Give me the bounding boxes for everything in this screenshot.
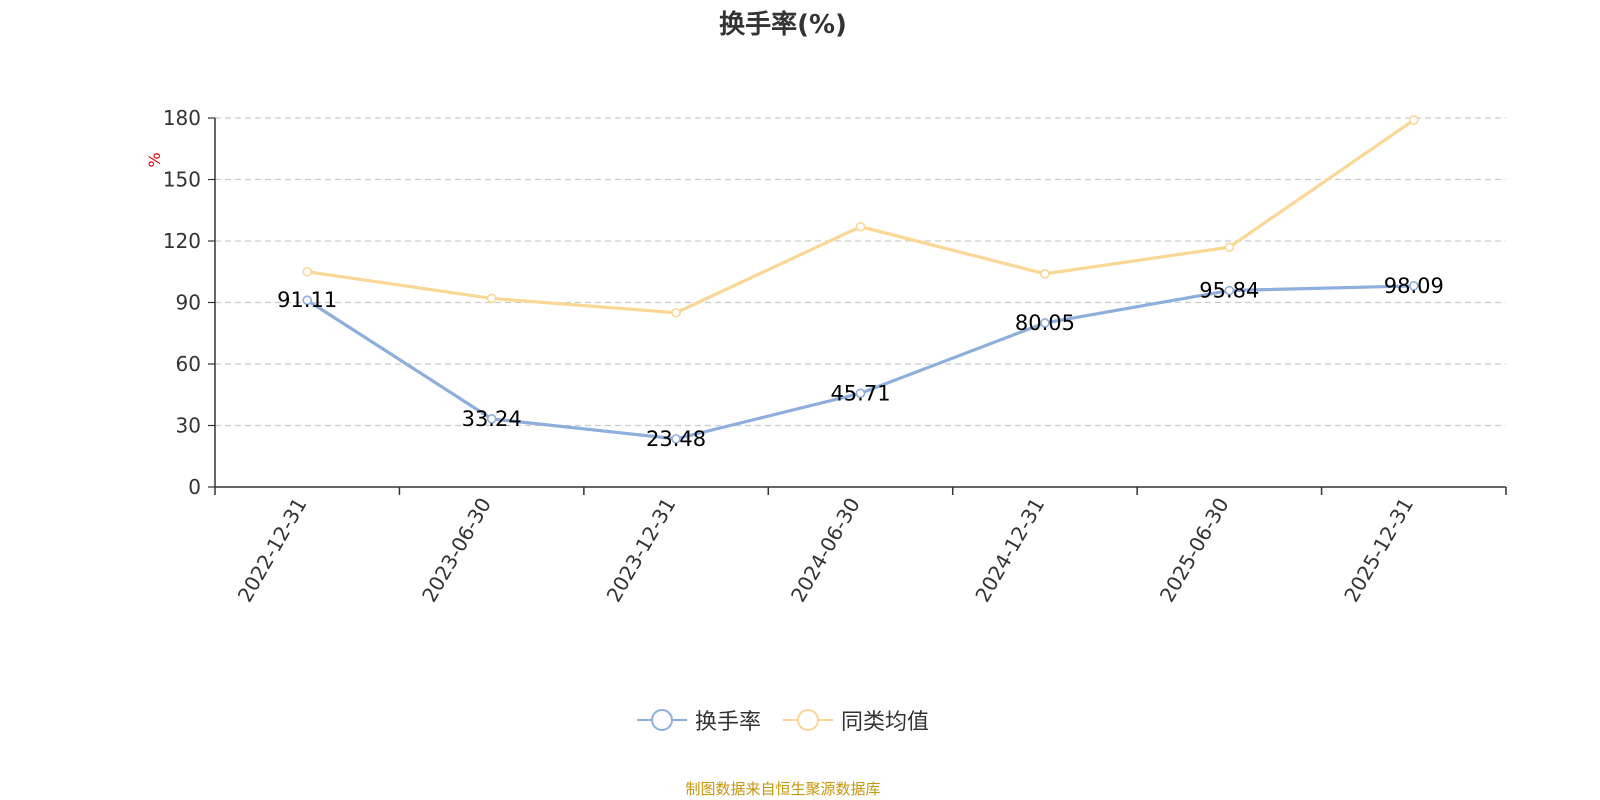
x-tick-label: 2024-12-31	[970, 494, 1049, 607]
y-tick-label: 120	[163, 229, 201, 253]
data-point	[855, 221, 866, 232]
legend-item[interactable]: 同类均值	[783, 704, 929, 736]
data-point	[1040, 318, 1050, 328]
y-tick-label: 30	[176, 414, 201, 438]
data-label: 80.05	[1015, 311, 1075, 335]
data-point	[302, 295, 313, 306]
y-tick-label: 90	[176, 291, 201, 315]
x-tick-label: 2024-06-30	[786, 494, 865, 607]
y-tick-label: 180	[163, 106, 201, 130]
data-point	[1408, 281, 1419, 291]
legend: 换手率 同类均值	[0, 704, 1566, 736]
legend-swatch-icon	[636, 709, 687, 731]
x-tick-label: 2025-06-30	[1155, 494, 1234, 607]
y-tick-label: 150	[163, 168, 201, 192]
legend-swatch-icon	[783, 709, 833, 731]
data-label: 45.71	[830, 381, 890, 405]
y-tick-label: 0	[188, 475, 201, 499]
grid-lines	[215, 117, 1506, 427]
y-tick-label: 60	[176, 352, 201, 376]
x-tick-label: 2025-12-31	[1339, 494, 1418, 607]
data-point	[671, 307, 681, 318]
series	[302, 115, 1419, 444]
x-tick-label: 2023-12-31	[601, 494, 680, 607]
axes: 0 30 60 90 120 150 180 2022-12-31 2023-06-30 2023…	[163, 106, 1507, 607]
data-point	[1408, 115, 1419, 125]
data-labels: 91.11 33.24 23.48 45.71 80.05 95.84 98.09	[277, 274, 1444, 451]
x-tick-label: 2022-12-31	[233, 494, 312, 607]
data-label: 33.24	[462, 407, 522, 431]
data-label: 23.48	[646, 427, 706, 451]
data-point	[302, 266, 313, 277]
data-label: 98.09	[1384, 274, 1444, 298]
data-point	[1224, 242, 1235, 252]
data-label: 91.11	[277, 288, 337, 312]
legend-label: 同类均值	[841, 710, 930, 735]
data-point	[1040, 268, 1050, 279]
data-point	[486, 414, 497, 424]
data-point	[1224, 285, 1235, 296]
source-note: 制图数据来自恒生聚源数据库	[685, 780, 881, 798]
legend-label: 换手率	[694, 710, 761, 735]
chart-title: 换手率(%)	[719, 10, 847, 40]
data-label: 95.84	[1199, 279, 1259, 303]
data-point	[486, 293, 497, 304]
data-point	[671, 434, 681, 444]
line-chart: 0 30 60 90 120 150 180 2022-12-31 2023-06-30 2023…	[145, 106, 1507, 607]
x-tick-label: 2023-06-30	[417, 493, 496, 606]
legend-item[interactable]: 换手率	[636, 704, 761, 736]
data-point	[855, 388, 866, 399]
y-axis-label: %	[145, 152, 164, 167]
